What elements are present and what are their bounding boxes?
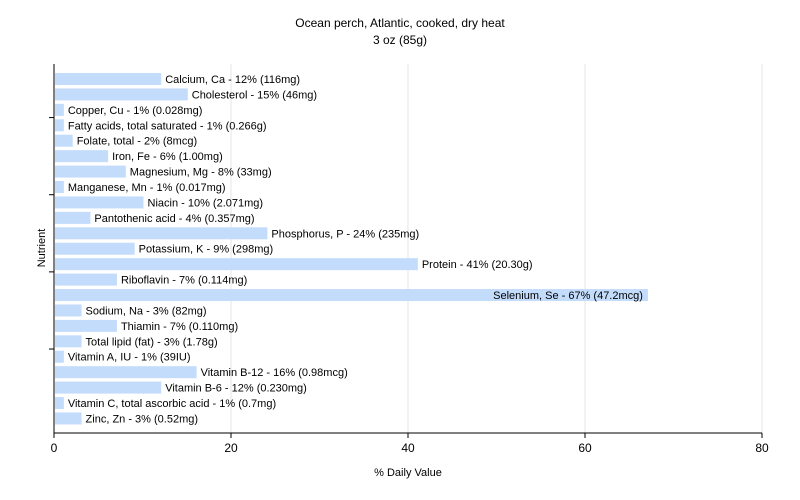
bar — [55, 273, 117, 286]
bar-label: Thiamin - 7% (0.110mg) — [121, 321, 238, 333]
bar-label: Fatty acids, total saturated - 1% (0.266… — [68, 120, 267, 132]
bar-label: Iron, Fe - 6% (1.00mg) — [112, 151, 223, 163]
bar — [55, 304, 82, 317]
bar-label: Calcium, Ca - 12% (116mg) — [165, 74, 300, 86]
chart-subtitle: 3 oz (85g) — [373, 33, 427, 47]
bar — [55, 289, 648, 302]
bar — [55, 73, 162, 85]
bar — [55, 366, 197, 379]
bar — [55, 258, 418, 271]
bars — [55, 73, 648, 425]
gridlines — [230, 64, 763, 433]
bar-label: Sodium, Na - 3% (82mg) — [86, 305, 207, 317]
bar — [55, 242, 135, 255]
bar — [55, 103, 64, 116]
bar — [55, 134, 73, 147]
bar-label: Vitamin C, total ascorbic acid - 1% (0.7… — [68, 398, 276, 410]
bar-label: Magnesium, Mg - 8% (33mg) — [130, 167, 272, 179]
bar-label: Copper, Cu - 1% (0.028mg) — [68, 105, 203, 117]
x-tick-label: 0 — [51, 441, 58, 455]
bar — [55, 350, 64, 363]
bar — [55, 335, 82, 348]
bar-label: Selenium, Se - 67% (47.2mcg) — [493, 290, 643, 302]
bar-label: Protein - 41% (20.30g) — [422, 259, 533, 271]
bar — [55, 196, 144, 209]
bar-label: Total lipid (fat) - 3% (1.78g) — [86, 336, 218, 348]
bar — [55, 165, 126, 178]
x-tick-labels: 0 20 40 60 80 — [51, 441, 769, 455]
bar — [55, 211, 91, 224]
axes — [49, 64, 763, 438]
x-tick-label: 20 — [224, 441, 238, 455]
bar — [55, 227, 268, 240]
bar — [55, 381, 162, 394]
x-tick-label: 60 — [578, 441, 592, 455]
bar-label: Potassium, K - 9% (298mg) — [139, 244, 274, 256]
x-tick-label: 80 — [755, 441, 769, 455]
bar — [55, 119, 64, 132]
y-axis-label: Nutrient — [36, 229, 48, 268]
bar — [55, 88, 188, 101]
bar-label: Zinc, Zn - 3% (0.52mg) — [86, 413, 198, 425]
bar-label: Phosphorus, P - 24% (235mg) — [271, 228, 419, 240]
bar — [55, 319, 117, 332]
bar-label: Folate, total - 2% (8mcg) — [77, 136, 197, 148]
bar — [55, 181, 64, 194]
bar-label: Niacin - 10% (2.071mg) — [148, 197, 264, 209]
x-axis-label: % Daily Value — [374, 467, 442, 479]
bar-label: Vitamin B-6 - 12% (0.230mg) — [165, 383, 307, 395]
bar-label: Manganese, Mn - 1% (0.017mg) — [68, 182, 226, 194]
bar-label: Vitamin A, IU - 1% (39IU) — [68, 352, 191, 364]
bar — [55, 150, 109, 163]
bar — [55, 412, 82, 425]
chart-title: Ocean perch, Atlantic, cooked, dry heat — [295, 16, 505, 30]
bar — [55, 397, 64, 410]
bar-label: Pantothenic acid - 4% (0.357mg) — [94, 213, 254, 225]
bar-label: Cholesterol - 15% (46mg) — [192, 89, 317, 101]
bar-labels: Calcium, Ca - 12% (116mg) Cholesterol - 1… — [68, 74, 643, 425]
bar-label: Vitamin B-12 - 16% (0.98mcg) — [201, 367, 348, 379]
x-tick-label: 40 — [401, 441, 415, 455]
bar-label: Riboflavin - 7% (0.114mg) — [121, 275, 247, 287]
